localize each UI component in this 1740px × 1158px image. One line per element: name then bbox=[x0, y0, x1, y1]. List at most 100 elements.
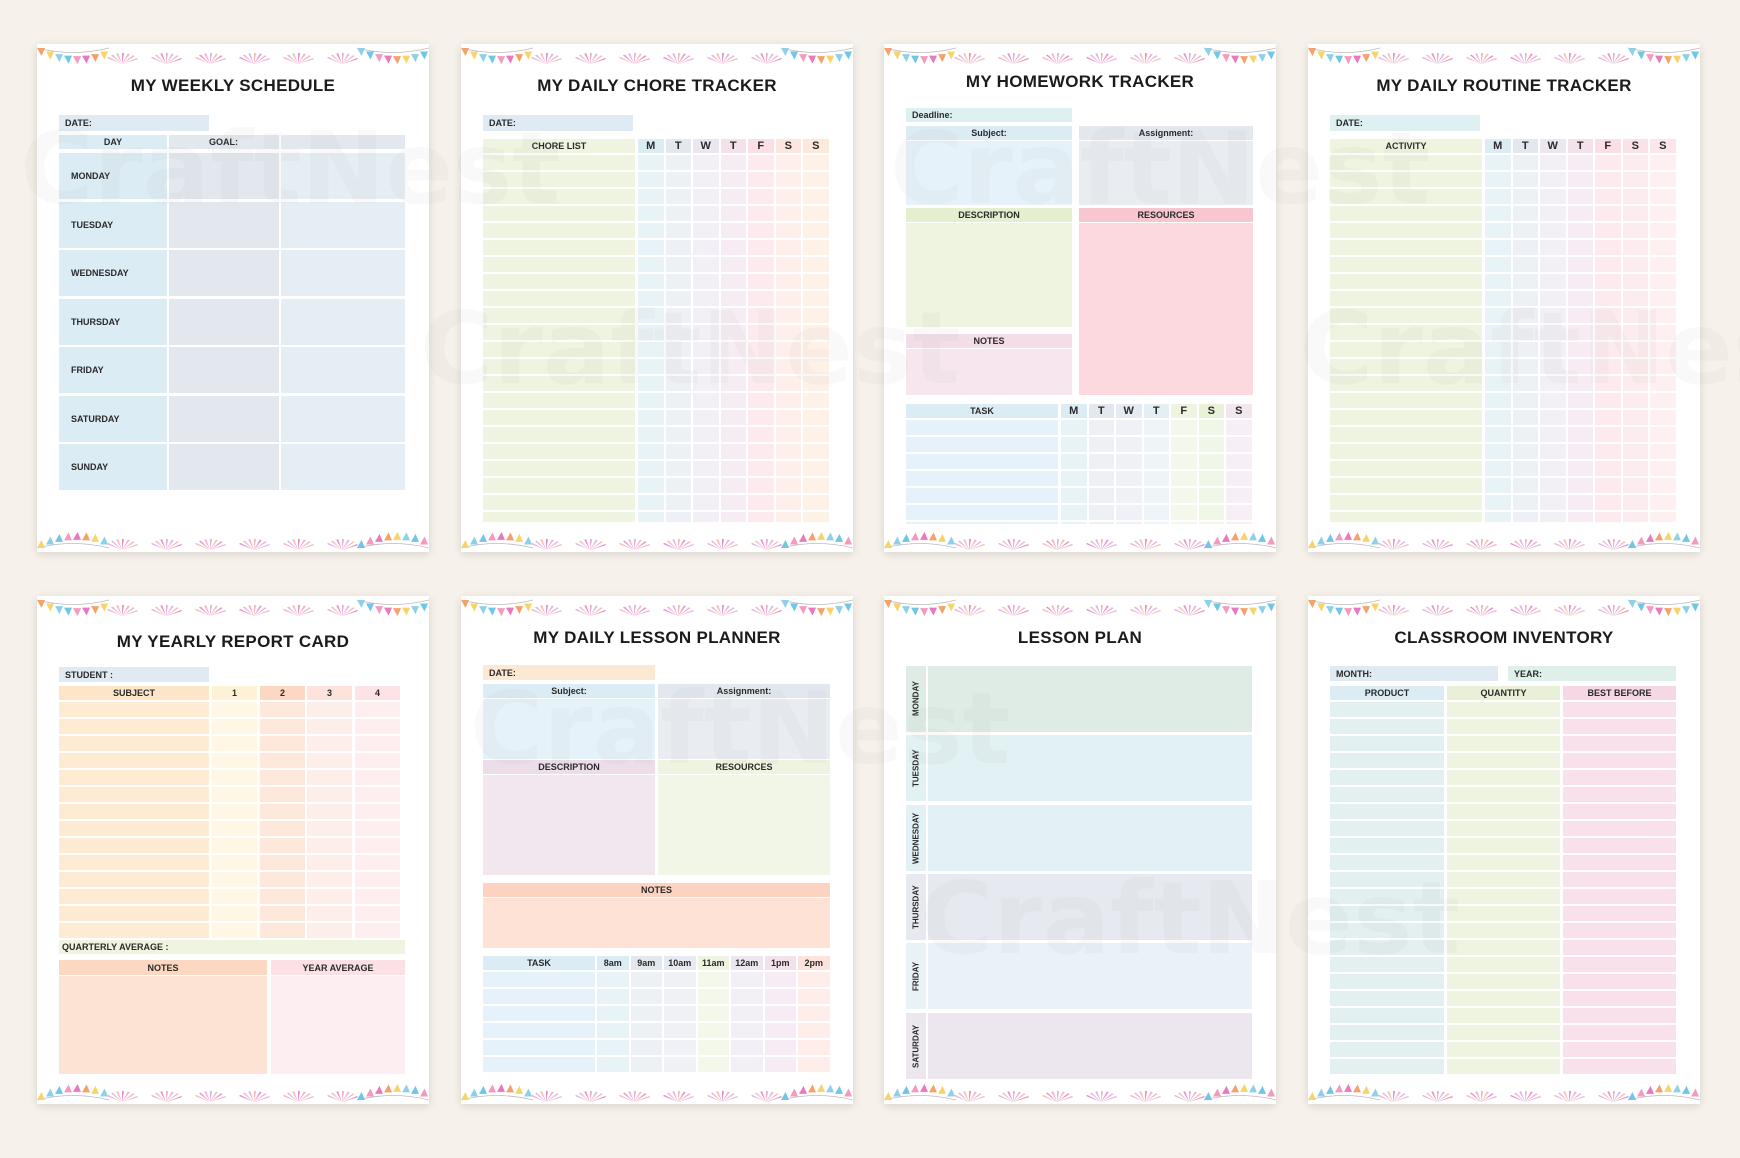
goal-cell[interactable] bbox=[169, 250, 279, 296]
resources-box[interactable] bbox=[658, 775, 830, 875]
day-box[interactable] bbox=[928, 735, 1252, 802]
weekday-column[interactable] bbox=[1595, 155, 1621, 522]
quantity-column[interactable] bbox=[1447, 702, 1560, 1074]
goal-cell[interactable] bbox=[169, 201, 279, 248]
hour-header: 8am bbox=[597, 956, 629, 970]
subject-box[interactable] bbox=[906, 141, 1072, 205]
weekday-column[interactable] bbox=[1226, 420, 1252, 524]
description-box[interactable] bbox=[906, 223, 1072, 327]
best-before-column[interactable] bbox=[1563, 702, 1676, 1074]
subject-column[interactable] bbox=[59, 702, 209, 938]
notes-cell[interactable] bbox=[281, 395, 405, 442]
notes-cell[interactable] bbox=[281, 201, 405, 248]
subject-box[interactable] bbox=[483, 699, 655, 759]
weekday-column[interactable] bbox=[1512, 155, 1538, 522]
notes-cell[interactable] bbox=[281, 298, 405, 345]
weekday-column[interactable] bbox=[1485, 155, 1511, 522]
hour-column[interactable] bbox=[731, 972, 763, 1074]
quarter-column[interactable] bbox=[212, 702, 257, 938]
lesson-plan-page: LESSON PLAN MONDAY TUESDAY WEDNESDAY THURSD… bbox=[884, 596, 1276, 1104]
page-title: MY YEARLY REPORT CARD bbox=[116, 632, 350, 651]
resources-header: RESOURCES bbox=[1079, 208, 1253, 222]
weekday-column[interactable] bbox=[1622, 155, 1648, 522]
assignment-box[interactable] bbox=[1079, 141, 1253, 205]
quarter-column[interactable] bbox=[307, 702, 352, 938]
weekday-column[interactable] bbox=[1088, 420, 1114, 524]
weekday-column[interactable] bbox=[775, 155, 801, 522]
weekday-column[interactable] bbox=[1061, 420, 1087, 524]
goal-cell[interactable] bbox=[169, 444, 279, 490]
goal-cell[interactable] bbox=[169, 153, 279, 199]
page-title: LESSON PLAN bbox=[1017, 628, 1143, 647]
weekday-header: F bbox=[1171, 404, 1197, 418]
year-average-box[interactable] bbox=[271, 976, 405, 1074]
resources-box[interactable] bbox=[1079, 223, 1253, 395]
assignment-box[interactable] bbox=[658, 699, 830, 759]
day-box[interactable] bbox=[928, 873, 1252, 940]
date-field[interactable]: DATE: bbox=[483, 115, 633, 131]
task-column[interactable] bbox=[906, 420, 1058, 524]
date-field[interactable]: DATE: bbox=[59, 115, 209, 131]
hour-column[interactable] bbox=[764, 972, 796, 1074]
weekday-column[interactable] bbox=[693, 155, 719, 522]
weekday-header: S bbox=[775, 139, 801, 153]
notes-box[interactable] bbox=[906, 349, 1072, 395]
weekday-column[interactable] bbox=[1198, 420, 1224, 524]
quarter-column[interactable] bbox=[260, 702, 305, 938]
bunting-top-decoration bbox=[1308, 47, 1700, 65]
day-box[interactable] bbox=[928, 943, 1252, 1010]
goal-cell[interactable] bbox=[169, 298, 279, 345]
weekday-column[interactable] bbox=[1650, 155, 1676, 522]
notes-box[interactable] bbox=[59, 976, 267, 1074]
goal-cell[interactable] bbox=[169, 347, 279, 393]
weekday-column[interactable] bbox=[1171, 420, 1197, 524]
deadline-field[interactable]: Deadline: bbox=[906, 108, 1072, 122]
chore-list-column[interactable] bbox=[483, 155, 635, 522]
weekday-header: T bbox=[665, 139, 691, 153]
notes-cell[interactable] bbox=[281, 250, 405, 296]
weekday-header: M bbox=[638, 139, 664, 153]
weekday-column[interactable] bbox=[803, 155, 829, 522]
weekday-column[interactable] bbox=[665, 155, 691, 522]
notes-box[interactable] bbox=[483, 898, 830, 948]
quarter-column[interactable] bbox=[355, 702, 400, 938]
activity-header: ACTIVITY bbox=[1330, 139, 1482, 153]
weekday-column[interactable] bbox=[748, 155, 774, 522]
weekday-column[interactable] bbox=[638, 155, 664, 522]
weekday-column[interactable] bbox=[1143, 420, 1169, 524]
student-field[interactable]: STUDENT : bbox=[59, 667, 209, 682]
weekday-column[interactable] bbox=[1540, 155, 1566, 522]
weekday-header: F bbox=[748, 139, 774, 153]
day-label-thursday: THURSDAY bbox=[59, 298, 167, 345]
goal-cell[interactable] bbox=[169, 395, 279, 442]
notes-cell[interactable] bbox=[281, 444, 405, 490]
hour-column[interactable] bbox=[664, 972, 696, 1074]
weekday-column[interactable] bbox=[720, 155, 746, 522]
weekday-column[interactable] bbox=[1116, 420, 1142, 524]
date-field[interactable]: DATE: bbox=[1330, 115, 1480, 131]
hour-column[interactable] bbox=[597, 972, 629, 1074]
day-box[interactable] bbox=[928, 804, 1252, 871]
year-field[interactable]: YEAR: bbox=[1508, 666, 1676, 681]
activity-column[interactable] bbox=[1330, 155, 1482, 522]
description-box[interactable] bbox=[483, 775, 655, 875]
hour-column[interactable] bbox=[630, 972, 662, 1074]
day-label-wednesday: WEDNESDAY bbox=[906, 804, 926, 871]
page-title: MY HOMEWORK TRACKER bbox=[965, 72, 1195, 91]
year-average-header: YEAR AVERAGE bbox=[271, 960, 405, 975]
task-column[interactable] bbox=[483, 972, 595, 1074]
quarterly-average-field[interactable]: QUARTERLY AVERAGE : bbox=[59, 940, 405, 954]
bunting-bottom-decoration bbox=[1308, 1083, 1700, 1102]
notes-header: NOTES bbox=[59, 960, 267, 975]
notes-cell[interactable] bbox=[281, 153, 405, 199]
weekday-column[interactable] bbox=[1567, 155, 1593, 522]
hour-column[interactable] bbox=[798, 972, 830, 1074]
product-column[interactable] bbox=[1330, 702, 1444, 1074]
day-box[interactable] bbox=[928, 1012, 1252, 1079]
hour-column[interactable] bbox=[697, 972, 729, 1074]
notes-cell[interactable] bbox=[281, 347, 405, 393]
month-field[interactable]: MONTH: bbox=[1330, 666, 1498, 681]
date-field[interactable]: DATE: bbox=[483, 665, 655, 680]
bunting-bottom-decoration bbox=[37, 531, 429, 550]
day-box[interactable] bbox=[928, 666, 1252, 732]
